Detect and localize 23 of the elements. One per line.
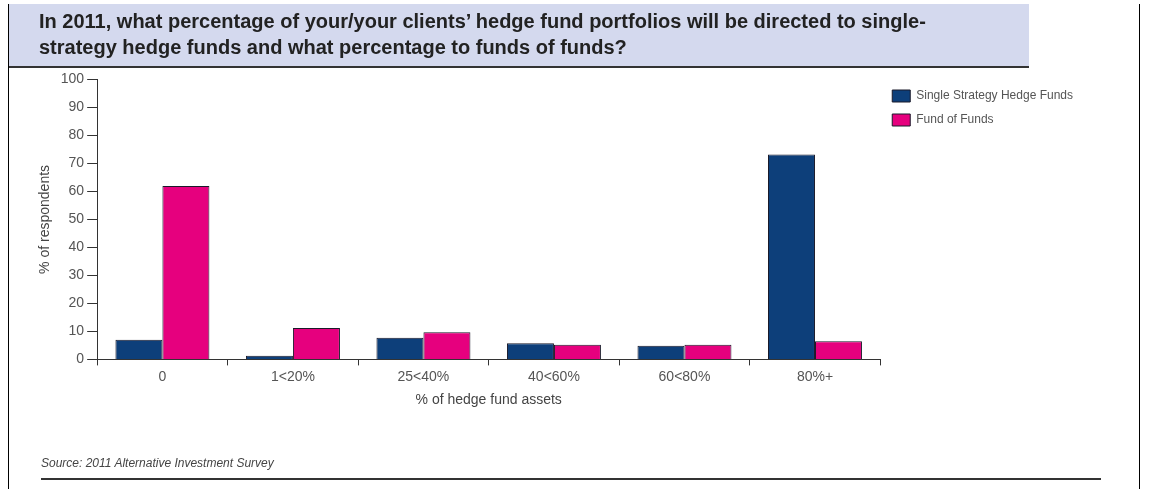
y-tick-label: 10 bbox=[68, 322, 85, 339]
x-tick-label: 60<80% bbox=[658, 367, 711, 384]
legend-label: Single Strategy Hedge Funds bbox=[916, 88, 1073, 103]
x-tick-label: 25<40% bbox=[397, 367, 450, 384]
y-axis-title: % of respondents bbox=[36, 164, 53, 274]
chart-title: In 2011, what percentage of your/your clients’ hedge fund portfolios will be directed to single-strategy hedge funds and what percentage to funds of funds? bbox=[9, 4, 1029, 68]
y-tick-label: 90 bbox=[68, 98, 85, 115]
y-tick-label: 80 bbox=[68, 126, 85, 143]
x-tick-label: 1<20% bbox=[270, 367, 315, 384]
x-tick-label: 80%+ bbox=[796, 367, 834, 384]
x-tick-label: 0 bbox=[158, 367, 167, 384]
y-tick-label: 0 bbox=[76, 350, 85, 367]
legend-label: Fund of Funds bbox=[916, 112, 994, 127]
y-tick-label: 30 bbox=[68, 266, 85, 283]
source-note: Source: 2011 Alternative Investment Survey bbox=[41, 456, 1101, 480]
y-tick-label: 20 bbox=[68, 294, 85, 311]
y-tick-label: 40 bbox=[68, 238, 85, 255]
y-tick-label: 100 bbox=[60, 70, 85, 87]
x-tick-label: 40<60% bbox=[528, 367, 580, 384]
y-tick-label: 70 bbox=[68, 154, 85, 171]
x-axis-title: % of hedge fund assets bbox=[415, 391, 562, 408]
y-tick-label: 50 bbox=[68, 210, 85, 227]
y-tick-label: 60 bbox=[68, 182, 85, 199]
